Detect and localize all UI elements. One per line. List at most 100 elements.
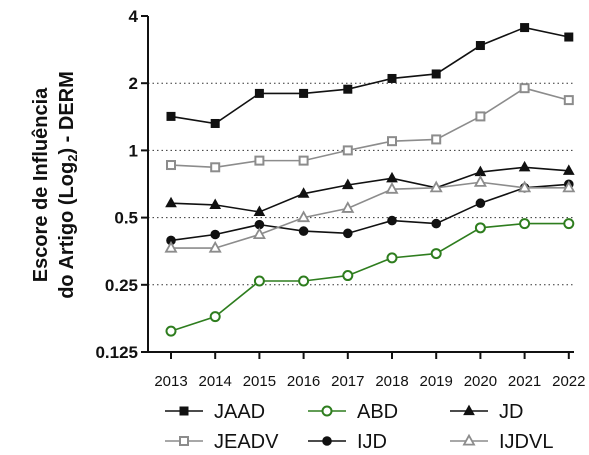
legend-label-jd: JD	[499, 401, 523, 423]
data-point-jaad-2018	[387, 73, 397, 83]
x-tick-label: 2014	[199, 373, 232, 390]
data-point-ijd-2019	[431, 218, 442, 229]
series-line-jaad	[170, 26, 569, 125]
data-point-ijdvl-2018	[385, 181, 399, 194]
legend-label-jaad: JAAD	[214, 401, 265, 423]
legend-item-ijdvl: IJDVL	[450, 431, 553, 453]
legend-item-ijd: IJD	[308, 431, 387, 453]
y-tick-label: 0.5	[114, 209, 138, 228]
series-jd	[165, 160, 575, 217]
data-point-ijd-2014	[210, 229, 220, 240]
y-tick-label: 2	[129, 74, 138, 93]
legend-marker-jeadv	[179, 436, 189, 446]
legend-item-jeadv: JEADV	[165, 431, 279, 453]
legend-item-abd: ABD	[308, 401, 398, 423]
legend-marker-jaad	[179, 406, 189, 416]
legend-marker-jd	[463, 404, 475, 416]
series-line-jd	[170, 166, 569, 213]
series-jeadv	[166, 83, 574, 173]
data-point-ijdvl-2015	[252, 227, 266, 240]
series-line-ijd	[170, 183, 569, 242]
x-tick-label: 2021	[508, 373, 541, 390]
data-point-jeadv-2016	[298, 155, 309, 166]
legend-label-jeadv: JEADV	[214, 431, 279, 453]
data-point-jeadv-2021	[519, 83, 530, 94]
data-point-abd-2014	[209, 311, 221, 323]
series-group	[164, 23, 576, 337]
series-line-ijdvl	[171, 181, 569, 249]
x-tick-label: 2015	[243, 373, 276, 390]
data-point-ijd-2017	[343, 228, 353, 239]
axes	[147, 16, 574, 353]
data-point-ijdvl-2013	[164, 240, 178, 253]
legend-label-abd: ABD	[357, 401, 398, 423]
x-tick-label: 2016	[287, 373, 320, 390]
series-ijdvl	[164, 174, 576, 253]
y-tick-label: 0.125	[95, 343, 138, 362]
y-axis-ticks: 0.125 0.25 0.5 1 2 4	[95, 7, 148, 362]
data-point-abd-2015	[253, 275, 265, 287]
data-point-jeadv-2022	[563, 95, 574, 106]
data-point-jaad-2015	[254, 88, 264, 98]
y-axis-label-line2-prefix: do Artigo (Log	[56, 162, 78, 299]
legend-label-ijdvl: IJDVL	[499, 431, 553, 453]
data-point-ijdvl-2014	[208, 240, 222, 253]
y-tick-label: 1	[129, 141, 138, 160]
data-point-abd-2021	[519, 218, 531, 230]
data-point-jd-2017	[341, 178, 354, 190]
data-point-ijdvl-2020	[473, 174, 487, 187]
data-point-jeadv-2017	[342, 145, 353, 156]
data-point-abd-2017	[342, 270, 354, 282]
data-point-abd-2016	[298, 275, 310, 287]
x-axis-ticks: 2013 2014 2015 2016 2017 2018 2019 2020 2021 2022	[154, 352, 585, 390]
y-axis-label-line1: Escore de Influência	[30, 87, 52, 282]
legend-marker-ijd	[322, 436, 332, 446]
data-point-jeadv-2019	[431, 134, 442, 145]
series-jaad	[166, 23, 574, 128]
data-point-jaad-2022	[564, 32, 574, 42]
legend-marker-ijdvl	[462, 433, 476, 446]
data-point-jaad-2014	[210, 118, 220, 128]
data-point-jd-2018	[386, 171, 398, 183]
legend-label-ijd: IJD	[357, 431, 387, 453]
data-point-jeadv-2014	[210, 162, 221, 173]
data-point-abd-2020	[474, 222, 486, 234]
data-point-ijdvl-2019	[429, 180, 443, 193]
data-point-jd-2013	[165, 196, 177, 208]
data-point-jd-2014	[209, 198, 222, 209]
data-point-jd-2021	[518, 160, 531, 172]
x-tick-label: 2018	[375, 373, 408, 390]
data-point-ijd-2020	[475, 198, 486, 209]
data-point-jaad-2016	[299, 88, 309, 98]
data-point-jeadv-2018	[387, 136, 397, 147]
data-point-jaad-2013	[166, 111, 176, 121]
data-point-ijdvl-2021	[518, 180, 532, 193]
data-point-abd-2018	[386, 252, 398, 264]
data-point-ijdvl-2022	[562, 180, 576, 193]
y-tick-label: 0.25	[105, 276, 138, 295]
x-tick-label: 2017	[331, 373, 364, 390]
series-abd	[165, 218, 575, 337]
data-point-jeadv-2020	[475, 111, 486, 122]
data-point-ijdvl-2017	[341, 201, 355, 213]
series-line-jeadv	[170, 87, 570, 169]
data-point-jeadv-2015	[254, 155, 265, 166]
data-point-abd-2013	[165, 325, 177, 337]
y-axis-label-line2-suffix: ) - DERM	[56, 71, 78, 154]
data-point-jd-2015	[253, 205, 266, 217]
data-point-jaad-2019	[431, 69, 441, 79]
series-ijd	[166, 179, 574, 246]
y-tick-label: 4	[129, 7, 139, 26]
data-point-jaad-2017	[343, 84, 353, 94]
data-point-abd-2019	[430, 248, 442, 260]
data-point-ijd-2016	[298, 226, 309, 236]
legend: JAAD ABD JD JEADV IJD IJDVL	[165, 401, 553, 453]
y-axis-label-line2-subscript: 2	[65, 155, 80, 162]
data-point-abd-2022	[563, 218, 575, 230]
x-tick-label: 2020	[464, 373, 497, 390]
series-line-abd	[170, 222, 569, 332]
x-tick-label: 2022	[552, 373, 585, 390]
data-point-jd-2022	[562, 164, 575, 175]
legend-item-jd: JD	[450, 401, 523, 423]
